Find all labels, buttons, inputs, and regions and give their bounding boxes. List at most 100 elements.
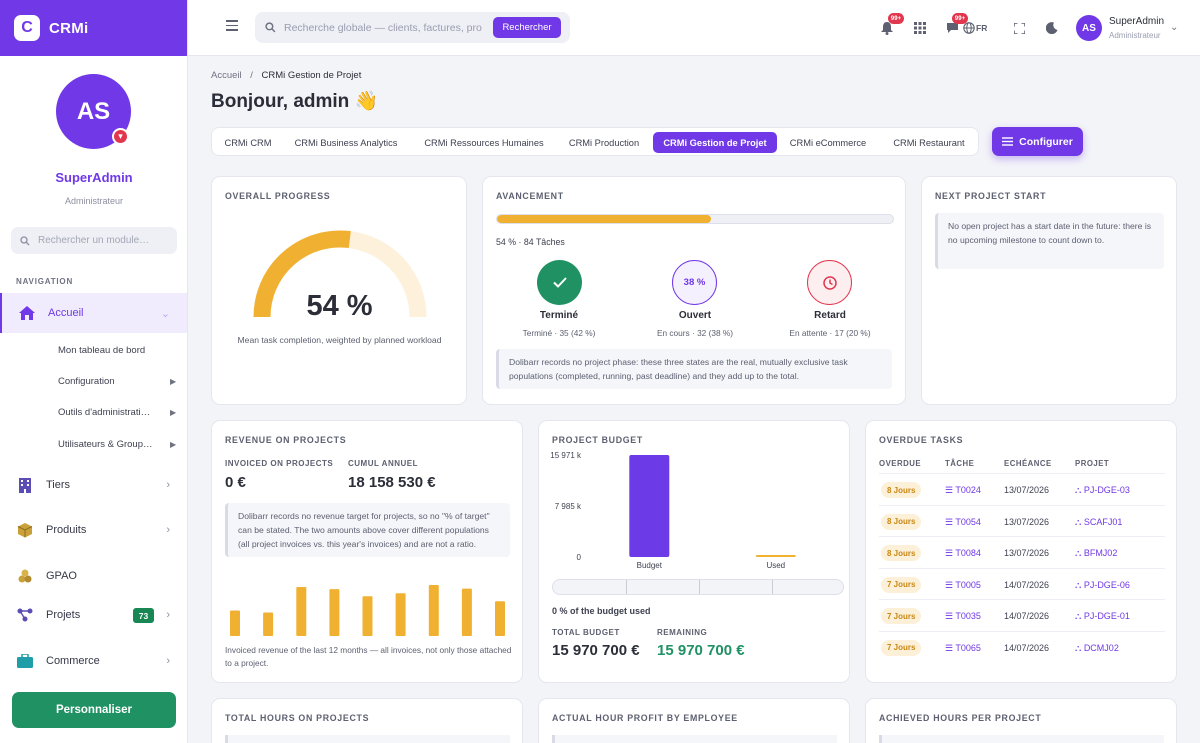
task-link[interactable]: ☰ T0054 — [945, 517, 981, 528]
tab-ressources-humaines[interactable]: CRMi Ressources Humaines — [424, 137, 544, 148]
task-link[interactable]: ☰ T0084 — [945, 548, 981, 559]
module-search-input[interactable]: Rechercher un module… — [11, 227, 177, 254]
brand-bar[interactable]: C CRMi — [0, 0, 187, 56]
table-row[interactable]: 7 Jours ☰ T0035 14/07/2026 ⛬ PJ-DGE-01 — [879, 599, 1165, 630]
sidebar-item-projets[interactable]: Projets 73 › — [0, 595, 187, 635]
card-title: ACTUAL HOUR PROFIT BY EMPLOYEE — [552, 713, 738, 723]
configure-label: Configurer — [1019, 135, 1073, 148]
chat-badge: 99+ — [952, 13, 968, 24]
sidebar-item-label: Produits — [46, 524, 87, 536]
status-done-circle — [537, 260, 582, 305]
y-tick-label: 15 971 k — [550, 451, 582, 460]
table-row[interactable]: 7 Jours ☰ T0005 14/07/2026 ⛬ PJ-DGE-06 — [879, 567, 1165, 599]
overdue-badge: 8 Jours — [881, 545, 922, 561]
project-link[interactable]: ⛬ PJ-DGE-03 — [1075, 485, 1130, 496]
budget-bar-used — [755, 555, 796, 557]
page-title: Bonjour, admin 👋 — [211, 91, 379, 112]
task-link[interactable]: ☰ T0024 — [945, 485, 981, 496]
total-hours-card: TOTAL HOURS ON PROJECTS — [211, 698, 523, 743]
chevron-down-icon[interactable]: ⌄ — [1170, 22, 1179, 33]
project-link[interactable]: ⛬ PJ-DGE-01 — [1075, 611, 1130, 622]
apps-grid-icon[interactable] — [910, 18, 930, 38]
overdue-badge: 8 Jours — [881, 482, 922, 498]
sidebar-item-produits[interactable]: Produits › — [0, 510, 187, 550]
sidebar-item-gpao[interactable]: GPAO — [0, 556, 187, 596]
project-link[interactable]: ⛬ PJ-DGE-06 — [1075, 580, 1130, 591]
budget-usage-bar — [552, 579, 844, 595]
fullscreen-icon[interactable] — [1009, 18, 1029, 38]
task-link[interactable]: ☰ T0035 — [945, 611, 981, 622]
deadline-date: 13/07/2026 — [1004, 548, 1050, 558]
tab-ecommerce[interactable]: CRMi eCommerce — [789, 137, 867, 148]
breadcrumb-home[interactable]: Accueil — [211, 70, 242, 81]
configure-button[interactable]: Configurer — [992, 127, 1083, 156]
breadcrumb: Accueil / CRMi Gestion de Projet — [211, 70, 361, 81]
module-search-placeholder: Rechercher un module… — [38, 235, 150, 246]
project-icon: ⛬ — [1075, 642, 1084, 653]
task-list-icon: ☰ — [945, 485, 956, 495]
globe-icon[interactable] — [959, 18, 979, 38]
box-icon — [16, 521, 34, 539]
avatar-dropdown-icon[interactable]: ▾ — [112, 128, 129, 145]
chevron-right-icon: › — [166, 524, 170, 536]
table-row[interactable]: 8 Jours ☰ T0054 13/07/2026 ⛬ SCAFJ01 — [879, 504, 1165, 536]
chevron-right-icon: › — [166, 655, 170, 667]
tab-crm[interactable]: CRMi CRM — [224, 137, 272, 148]
table-row[interactable]: 7 Jours ☰ T0065 14/07/2026 ⛬ DCMJ02 — [879, 630, 1165, 662]
tab-production[interactable]: CRMi Production — [568, 137, 640, 148]
sidebar-sub-dashboard[interactable]: Mon tableau de bord — [58, 345, 146, 356]
sidebar-item-accueil[interactable]: Accueil ⌄ — [0, 293, 187, 333]
building-icon — [16, 476, 34, 494]
project-link[interactable]: ⛬ BFMJ02 — [1075, 548, 1117, 559]
sidebar-item-tiers[interactable]: Tiers › — [0, 465, 187, 505]
sliders-icon — [1002, 137, 1014, 146]
revenue-bar — [263, 612, 274, 636]
status-late-circle — [807, 260, 852, 305]
project-link[interactable]: ⛬ DCMJ02 — [1075, 643, 1119, 654]
next-project-card: NEXT PROJECT START No open project has a… — [921, 176, 1177, 405]
task-ref: T0065 — [955, 642, 981, 653]
clock-icon — [822, 275, 837, 290]
remaining-label: REMAINING — [657, 628, 708, 637]
invoiced-value: 0 € — [225, 474, 246, 491]
x-tick-label: Used — [766, 561, 785, 570]
bell-icon[interactable] — [877, 18, 897, 38]
deadline-date: 13/07/2026 — [1004, 516, 1050, 527]
deadline-date: 14/07/2026 — [1004, 579, 1050, 590]
y-tick-label: 0 — [577, 553, 582, 562]
sidebar-sub-users-groups[interactable]: Utilisateurs & Group… — [58, 439, 153, 450]
task-ref: T0005 — [955, 579, 981, 590]
project-icon: ⛬ — [1075, 611, 1084, 621]
avancement-summary: 54 % · 84 Tâches — [496, 237, 565, 247]
sidebar-sub-configuration[interactable]: Configuration — [58, 376, 115, 387]
table-row[interactable]: 8 Jours ☰ T0024 13/07/2026 ⛬ PJ-DGE-03 — [879, 473, 1165, 504]
language-selector[interactable]: FR — [976, 23, 988, 33]
tab-gestion-de-projet[interactable]: CRMi Gestion de Projet — [653, 132, 777, 153]
tab-business-analytics[interactable]: CRMi Business Analytics — [294, 137, 398, 148]
topbar-user-name[interactable]: SuperAdmin — [1109, 16, 1165, 27]
revenue-note: Dolibarr records no revenue target for p… — [225, 503, 510, 557]
sidebar-sub-admin-tools[interactable]: Outils d'administrati… — [58, 407, 151, 418]
revenue-bar — [296, 587, 307, 636]
global-search-input[interactable]: Recherche globale — clients, factures, p… — [255, 12, 570, 43]
chat-icon[interactable] — [942, 18, 962, 38]
hamburger-menu-icon[interactable] — [226, 20, 238, 34]
dark-mode-icon[interactable] — [1042, 18, 1062, 38]
search-button[interactable]: Rechercher — [493, 17, 561, 38]
personalize-button[interactable]: Personnaliser — [12, 692, 176, 728]
task-link[interactable]: ☰ T0065 — [945, 643, 981, 654]
status-late-label: Retard — [814, 310, 846, 321]
overdue-badge: 7 Jours — [881, 576, 922, 593]
sidebar-item-commerce[interactable]: Commerce › — [0, 641, 187, 681]
table-row[interactable]: 8 Jours ☰ T0084 13/07/2026 ⛬ BFMJ02 — [879, 536, 1165, 567]
dashboard-tabs: CRMi CRM CRMi Business Analytics CRMi Re… — [211, 127, 979, 156]
nav-heading: NAVIGATION — [16, 277, 74, 286]
achieved-hours-card: ACHIEVED HOURS PER PROJECT — [865, 698, 1177, 743]
task-link[interactable]: ☰ T0005 — [945, 580, 981, 591]
project-link[interactable]: ⛬ SCAFJ01 — [1075, 517, 1122, 528]
revenue-bar-chart — [230, 585, 505, 636]
revenue-bar — [495, 601, 505, 636]
tab-restaurant[interactable]: CRMi Restaurant — [893, 137, 965, 148]
topbar-avatar[interactable]: AS — [1076, 15, 1102, 41]
sidebar-avatar[interactable]: AS — [56, 74, 131, 149]
